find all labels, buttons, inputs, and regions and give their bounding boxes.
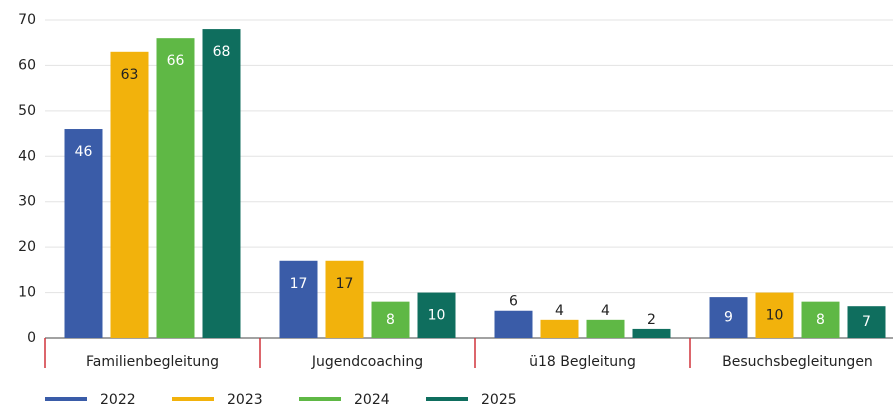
bar [801,301,840,338]
data-label: 9 [724,310,733,326]
data-label: 8 [386,312,395,328]
y-tick-label: 20 [18,239,36,255]
bar [417,292,456,338]
bar [279,260,318,338]
y-tick-label: 70 [18,12,36,28]
data-label: 4 [555,303,564,319]
y-tick-label: 30 [18,194,36,210]
legend-label: 2025 [481,392,517,408]
data-label: 66 [167,53,185,69]
bar [202,29,241,338]
data-label: 4 [601,303,610,319]
y-tick-label: 60 [18,57,36,73]
x-tick-label: Familienbegleitung [86,354,219,370]
data-label: 17 [336,276,354,292]
bar [709,297,748,338]
x-tick-label: Jugendcoaching [311,354,423,370]
data-label: 10 [428,307,446,323]
data-label: 10 [766,307,784,323]
legend-label: 2024 [354,392,390,408]
bar [156,38,195,339]
x-tick-label: Besuchsbegleitungen [722,354,873,370]
y-tick-label: 50 [18,103,36,119]
bar [632,328,671,338]
bar [371,301,410,338]
data-label: 7 [862,314,871,330]
y-tick-label: 10 [18,285,36,301]
bar [325,260,364,338]
data-label: 17 [290,276,308,292]
bar [540,319,579,338]
y-tick-label: 40 [18,148,36,164]
data-label: 2 [647,312,656,328]
data-label: 8 [816,312,825,328]
bar [64,129,103,338]
bar [847,306,886,338]
y-tick-label: 0 [27,330,36,346]
data-label: 6 [509,294,518,310]
data-label: 63 [121,67,139,83]
bar [755,292,794,338]
legend-label: 2022 [100,392,136,408]
x-tick-label: ü18 Begleitung [529,354,636,370]
bar [494,310,533,338]
bar [110,51,149,339]
data-label: 46 [75,144,93,160]
data-label: 68 [213,44,231,60]
legend-label: 2023 [227,392,263,408]
bar [586,319,625,338]
